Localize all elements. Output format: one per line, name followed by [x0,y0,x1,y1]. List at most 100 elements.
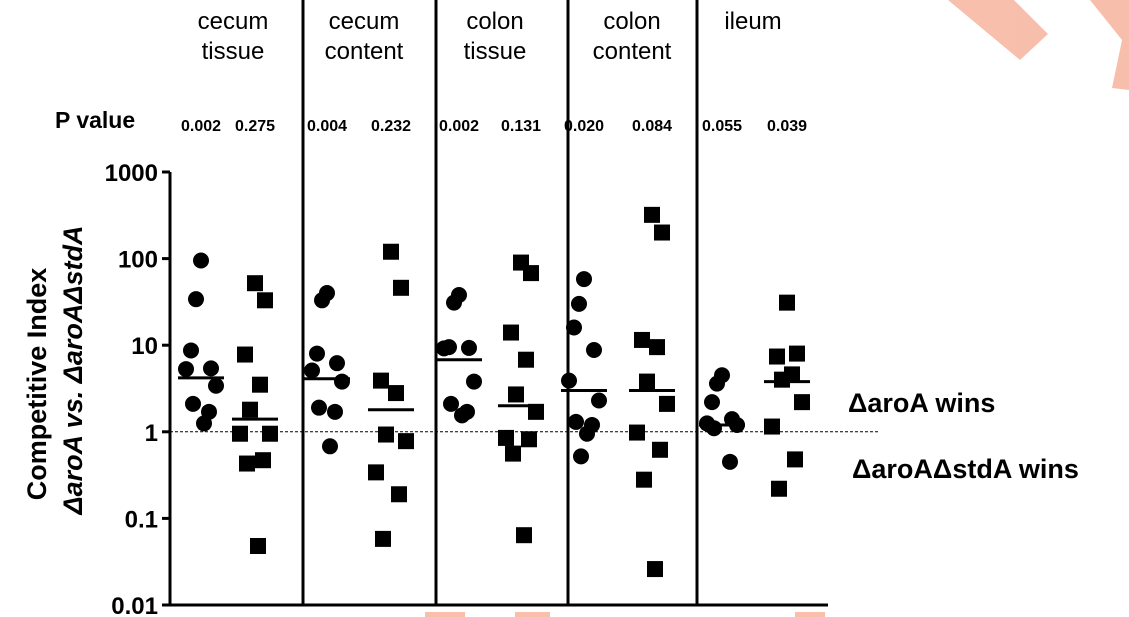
data-point-square [634,331,650,348]
data-point-circle [561,372,577,389]
data-point-circle [706,420,722,437]
data-point-square [383,243,399,260]
data-point-square [654,224,670,241]
watermark-stroke-2 [1090,0,1129,90]
watermark-stroke-3 [425,612,465,617]
data-points [178,206,810,578]
data-point-circle [461,339,477,356]
p-value-label: P value [55,107,135,133]
p-values: 0.002 0.275 0.004 0.232 0.002 0.131 0.020 0.084… [181,118,807,135]
data-point-circle [566,319,582,336]
data-point-square [794,394,810,411]
group-label-line2: content [593,38,672,65]
p-value: 0.131 [501,118,541,135]
data-point-circle [188,291,204,308]
group-label-line1: colon [466,8,523,35]
data-point-square [528,403,544,420]
data-point-square [378,426,394,443]
group-dividers [301,0,699,605]
y-axis: 1000 100 10 1 0.1 0.01 [105,160,828,617]
p-value: 0.084 [632,118,672,135]
data-point-square [639,373,655,390]
median-lines [178,358,810,427]
data-point-square [398,433,414,450]
y-tick-label: 100 [118,247,158,274]
p-value: 0.275 [235,118,275,135]
y-tick-label: 0.1 [125,506,158,533]
data-point-circle [322,438,338,455]
data-point-circle [208,377,224,394]
data-point-circle [311,399,327,416]
data-point-circle [573,448,589,465]
data-point-square [774,371,790,388]
data-point-square [252,376,268,393]
group-label-line2: content [325,38,404,65]
watermark-stroke-4 [515,612,550,617]
data-point-square [503,324,519,341]
data-point-square [255,452,271,469]
data-point-square [257,292,273,309]
data-point-square [262,425,278,442]
data-point-circle [586,342,602,359]
p-value: 0.039 [767,118,807,135]
data-point-circle [185,395,201,412]
group-labels: cecum tissue cecum content colon tissue colon c… [198,8,782,65]
data-point-circle [443,395,459,412]
data-point-circle [579,425,595,442]
data-point-square [771,480,787,497]
group-label-line1: ileum [724,8,781,35]
data-point-square [505,445,521,462]
data-point-square [649,339,665,356]
data-point-square [368,464,384,481]
data-point-square [498,429,514,446]
data-point-square [247,275,263,292]
data-point-square [629,424,645,441]
data-point-square [516,527,532,544]
data-point-circle [183,342,199,359]
watermark [425,0,1129,617]
group-label-line1: colon [603,8,660,35]
watermark-stroke-1 [948,0,1048,60]
data-point-square [659,395,675,412]
data-point-circle [327,403,343,420]
data-point-square [375,530,391,547]
p-value: 0.002 [439,118,479,135]
data-point-square [764,418,780,435]
data-point-circle [334,373,350,390]
data-point-circle [314,292,330,309]
watermark-stroke-5 [795,612,825,617]
data-point-square [518,351,534,368]
p-value: 0.002 [181,118,221,135]
data-point-circle [196,415,212,432]
y-axis-title-line1: Competitive Index [22,268,52,501]
data-point-square [393,279,409,296]
data-point-square [787,451,803,468]
p-value: 0.004 [307,118,347,135]
y-tick-label: 1000 [105,160,158,187]
data-point-circle [446,294,462,311]
group-label-line1: cecum [198,8,269,35]
y-axis-title-line2: ΔaroA vs. ΔaroAΔstdA [58,226,88,516]
y-tick-label: 1 [145,420,158,447]
data-point-circle [309,345,325,362]
y-tick-label: 10 [131,333,158,360]
p-value: 0.055 [702,118,742,135]
p-value: 0.232 [371,118,411,135]
data-point-circle [466,373,482,390]
data-point-circle [568,413,584,430]
data-point-circle [193,252,209,269]
data-point-circle [178,361,194,378]
data-point-square [652,441,668,458]
data-point-square [523,265,539,282]
data-point-circle [591,392,607,409]
data-point-square [391,486,407,503]
data-point-square [388,385,404,402]
group-label-line1: cecum [329,8,400,35]
data-point-circle [454,407,470,424]
data-point-square [636,471,652,488]
data-point-circle [304,362,320,379]
data-point-square [242,401,258,418]
data-point-square [647,561,663,578]
data-point-square [644,206,660,223]
